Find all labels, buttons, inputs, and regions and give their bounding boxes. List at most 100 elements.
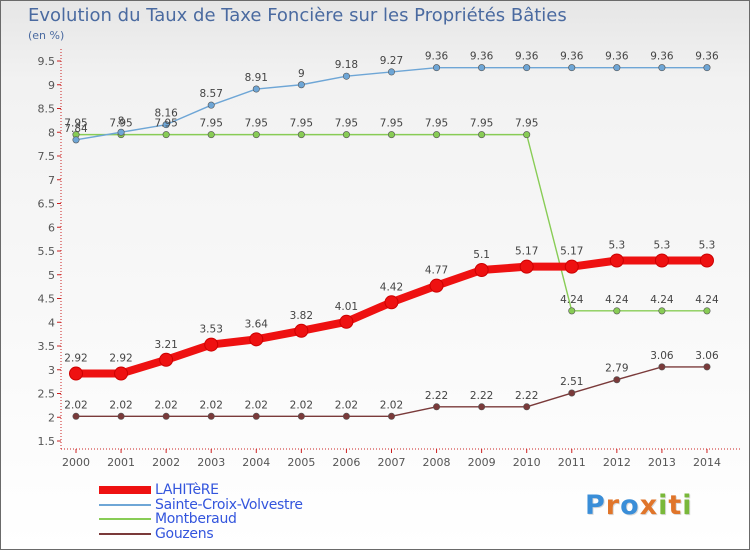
data-label-montberaud: 4.24 <box>605 294 629 306</box>
data-label-lahit-re: 4.77 <box>425 265 448 277</box>
legend-swatch-lahitere <box>99 486 151 494</box>
data-point-gouzens <box>342 412 350 420</box>
data-point-sainte-croix-volvestre <box>387 68 395 76</box>
data-label-sainte-croix-volvestre: 9.36 <box>605 51 629 63</box>
data-label-sainte-croix-volvestre: 8.91 <box>245 72 268 84</box>
data-point-sainte-croix-volvestre <box>478 64 486 72</box>
data-point-gouzens <box>387 412 395 420</box>
x-tick-label: 2008 <box>423 456 451 469</box>
data-label-sainte-croix-volvestre: 9.36 <box>650 51 674 63</box>
data-point-lahit-re <box>429 278 444 293</box>
data-label-lahit-re: 3.82 <box>290 310 313 322</box>
data-point-lahit-re <box>69 366 83 381</box>
data-point-gouzens <box>297 412 305 420</box>
data-label-montberaud: 7.95 <box>515 118 538 130</box>
x-tick-label: 2004 <box>242 456 270 469</box>
data-point-gouzens <box>252 412 260 420</box>
data-label-lahit-re: 2.92 <box>64 353 87 365</box>
data-label-sainte-croix-volvestre: 9.18 <box>335 59 358 71</box>
data-point-montberaud <box>252 131 260 139</box>
x-tick-label: 2010 <box>513 456 541 469</box>
data-label-sainte-croix-volvestre: 9.36 <box>425 51 449 63</box>
data-point-montberaud <box>342 131 350 139</box>
legend-label-sainte-croix-volvestre: Sainte-Croix-Volvestre <box>155 496 303 513</box>
data-point-gouzens <box>568 389 576 397</box>
data-label-lahit-re: 5.17 <box>560 246 583 258</box>
y-tick-label: 8.5 <box>38 103 56 116</box>
y-tick-label: 4.5 <box>38 293 56 306</box>
data-point-sainte-croix-volvestre <box>252 85 260 93</box>
data-point-gouzens <box>523 403 531 411</box>
data-label-gouzens: 2.02 <box>200 399 223 411</box>
logo-letter: i <box>682 490 693 521</box>
x-tick-label: 2003 <box>197 456 225 469</box>
data-label-lahit-re: 4.01 <box>335 301 358 313</box>
data-label-lahit-re: 3.64 <box>245 318 269 330</box>
series-layer <box>69 64 714 420</box>
data-point-montberaud <box>703 307 711 315</box>
data-point-sainte-croix-volvestre <box>72 136 80 144</box>
data-label-gouzens: 2.51 <box>560 376 583 388</box>
data-label-sainte-croix-volvestre: 9.36 <box>515 51 539 63</box>
data-point-lahit-re <box>114 366 129 381</box>
data-label-gouzens: 3.06 <box>650 350 674 362</box>
data-point-sainte-croix-volvestre <box>162 121 170 129</box>
y-tick-label: 2 <box>48 411 55 424</box>
data-point-sainte-croix-volvestre <box>297 81 305 89</box>
x-tick-label: 2000 <box>62 456 90 469</box>
legend-label-lahitere: LAHITèRE <box>155 482 219 498</box>
data-label-gouzens: 2.02 <box>64 399 87 411</box>
data-point-sainte-croix-volvestre <box>342 72 350 80</box>
data-label-sainte-croix-volvestre: 8 <box>118 115 125 127</box>
data-point-gouzens <box>703 363 711 371</box>
data-point-montberaud <box>297 131 305 139</box>
data-point-gouzens <box>207 412 215 420</box>
data-point-montberaud <box>162 131 170 139</box>
y-tick-label: 9 <box>48 79 55 92</box>
x-tick-label: 2009 <box>468 456 496 469</box>
data-point-montberaud <box>613 307 621 315</box>
data-label-sainte-croix-volvestre: 9.36 <box>470 51 494 63</box>
data-point-montberaud <box>658 307 666 315</box>
data-label-gouzens: 2.02 <box>109 399 132 411</box>
y-tick-label: 7 <box>48 174 55 187</box>
proxiti-logo: Proxiti <box>585 490 693 521</box>
logo-letter: r <box>605 490 621 521</box>
legend-swatch-gouzens <box>99 532 151 535</box>
data-point-sainte-croix-volvestre <box>613 64 621 72</box>
data-point-sainte-croix-volvestre <box>703 64 711 72</box>
data-point-lahit-re <box>294 323 309 338</box>
data-label-gouzens: 2.79 <box>605 363 628 375</box>
data-point-sainte-croix-volvestre <box>658 64 666 72</box>
data-label-lahit-re: 3.21 <box>154 339 177 351</box>
data-point-lahit-re <box>384 295 399 310</box>
data-point-sainte-croix-volvestre <box>433 64 441 72</box>
data-label-montberaud: 7.95 <box>335 118 358 130</box>
data-point-gouzens <box>72 412 80 420</box>
data-label-sainte-croix-volvestre: 8.57 <box>200 88 223 100</box>
data-point-sainte-croix-volvestre <box>207 101 215 109</box>
x-tick-label: 2014 <box>693 456 721 469</box>
y-tick-label: 2.5 <box>38 388 56 401</box>
data-label-montberaud: 7.95 <box>245 118 268 130</box>
data-point-lahit-re <box>474 263 489 277</box>
y-tick-label: 8 <box>48 126 55 139</box>
data-label-gouzens: 2.02 <box>154 399 177 411</box>
data-point-lahit-re <box>699 253 714 268</box>
data-point-lahit-re <box>654 253 669 268</box>
data-label-montberaud: 7.95 <box>380 118 403 130</box>
data-label-gouzens: 2.02 <box>245 399 268 411</box>
data-label-montberaud: 4.24 <box>695 294 719 306</box>
data-label-sainte-croix-volvestre: 9.36 <box>560 51 584 63</box>
data-point-lahit-re <box>564 259 579 274</box>
data-point-lahit-re <box>339 314 354 329</box>
data-point-montberaud <box>568 307 576 315</box>
data-label-sainte-croix-volvestre: 7.84 <box>64 123 88 135</box>
data-label-montberaud: 7.95 <box>470 118 493 130</box>
data-point-gouzens <box>613 376 621 384</box>
data-label-gouzens: 2.22 <box>515 390 538 402</box>
data-label-sainte-croix-volvestre: 9.36 <box>695 51 719 63</box>
x-tick-label: 2013 <box>648 456 676 469</box>
data-label-sainte-croix-volvestre: 9 <box>298 68 305 80</box>
data-label-sainte-croix-volvestre: 9.27 <box>380 55 403 67</box>
